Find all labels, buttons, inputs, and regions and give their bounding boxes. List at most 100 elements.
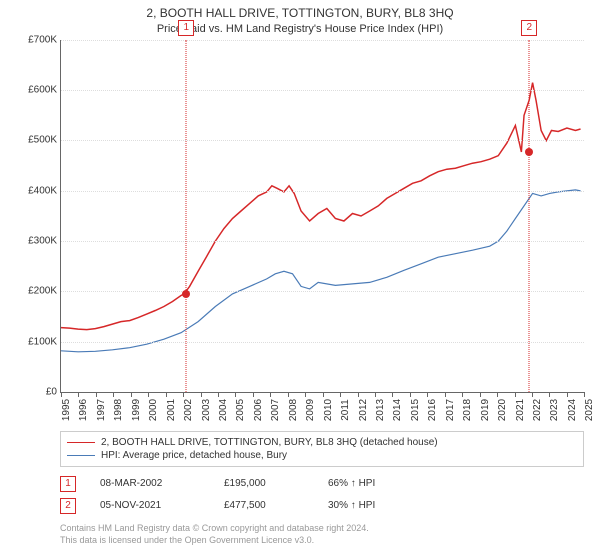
x-tick	[340, 392, 341, 397]
series-price	[61, 83, 581, 330]
legend-row-price: 2, BOOTH HALL DRIVE, TOTTINGTON, BURY, B…	[67, 436, 577, 449]
x-axis-label: 2011	[340, 399, 351, 421]
plot-area: £0£100K£200K£300K£400K£500K£600K£700K199…	[60, 40, 584, 393]
y-axis-label: £300K	[28, 236, 57, 247]
x-axis-label: 2008	[288, 399, 299, 421]
marker-box-2: 2	[521, 20, 537, 36]
legend-label: HPI: Average price, detached house, Bury	[101, 450, 287, 461]
x-axis-label: 1999	[131, 399, 142, 421]
chart-subtitle: Price paid vs. HM Land Registry's House …	[8, 22, 592, 36]
x-tick	[148, 392, 149, 397]
x-tick	[305, 392, 306, 397]
gridline	[61, 241, 584, 242]
x-axis-label: 1996	[78, 399, 89, 421]
attribution-footer: Contains HM Land Registry data © Crown c…	[60, 523, 584, 546]
gridline	[61, 90, 584, 91]
transaction-price: £477,500	[224, 500, 304, 511]
x-tick	[323, 392, 324, 397]
x-tick	[375, 392, 376, 397]
x-tick	[113, 392, 114, 397]
x-axis-label: 2012	[358, 399, 369, 421]
x-axis-label: 2004	[218, 399, 229, 421]
chart-svg	[61, 40, 584, 392]
x-tick	[61, 392, 62, 397]
x-tick	[480, 392, 481, 397]
series-hpi	[61, 190, 581, 352]
x-tick	[515, 392, 516, 397]
x-axis-label: 2000	[148, 399, 159, 421]
x-tick	[567, 392, 568, 397]
x-tick	[78, 392, 79, 397]
x-tick	[584, 392, 585, 397]
gridline	[61, 140, 584, 141]
x-tick	[462, 392, 463, 397]
x-tick	[549, 392, 550, 397]
x-tick	[201, 392, 202, 397]
legend: 2, BOOTH HALL DRIVE, TOTTINGTON, BURY, B…	[60, 431, 584, 467]
footer-line-2: This data is licensed under the Open Gov…	[60, 535, 584, 547]
x-tick	[183, 392, 184, 397]
x-tick	[131, 392, 132, 397]
x-tick	[497, 392, 498, 397]
x-tick	[427, 392, 428, 397]
x-axis-label: 2010	[323, 399, 334, 421]
legend-swatch	[67, 455, 95, 456]
transaction-date: 05-NOV-2021	[100, 500, 200, 511]
x-tick	[445, 392, 446, 397]
x-axis-label: 2001	[166, 399, 177, 421]
x-axis-label: 2003	[201, 399, 212, 421]
x-axis-label: 1998	[113, 399, 124, 421]
x-axis-label: 2020	[497, 399, 508, 421]
x-axis-label: 2014	[392, 399, 403, 421]
chart-container: 2, BOOTH HALL DRIVE, TOTTINGTON, BURY, B…	[0, 0, 600, 560]
x-axis-label: 2022	[532, 399, 543, 421]
x-axis-label: 1997	[96, 399, 107, 421]
legend-row-hpi: HPI: Average price, detached house, Bury	[67, 449, 577, 462]
footer-line-1: Contains HM Land Registry data © Crown c…	[60, 523, 584, 535]
transactions-table: 108-MAR-2002£195,00066% ↑ HPI205-NOV-202…	[60, 473, 584, 517]
x-axis-label: 2015	[410, 399, 421, 421]
x-axis-label: 2006	[253, 399, 264, 421]
transaction-row: 108-MAR-2002£195,00066% ↑ HPI	[60, 473, 584, 495]
marker-point-2	[525, 148, 533, 156]
marker-point-1	[182, 290, 190, 298]
x-tick	[166, 392, 167, 397]
gridline	[61, 40, 584, 41]
marker-line-2	[529, 40, 530, 392]
marker-line-1	[186, 40, 187, 392]
x-axis-label: 2023	[549, 399, 560, 421]
chart-title: 2, BOOTH HALL DRIVE, TOTTINGTON, BURY, B…	[8, 6, 592, 22]
x-tick	[96, 392, 97, 397]
legend-swatch	[67, 442, 95, 443]
gridline	[61, 191, 584, 192]
x-tick	[392, 392, 393, 397]
gridline	[61, 342, 584, 343]
y-axis-label: £500K	[28, 135, 57, 146]
gridline	[61, 291, 584, 292]
transaction-date: 08-MAR-2002	[100, 478, 200, 489]
x-tick	[358, 392, 359, 397]
x-axis-label: 2016	[427, 399, 438, 421]
x-tick	[288, 392, 289, 397]
marker-box-1: 1	[178, 20, 194, 36]
x-tick	[270, 392, 271, 397]
y-axis-label: £100K	[28, 336, 57, 347]
x-axis-label: 2021	[515, 399, 526, 421]
y-axis-label: £0	[46, 386, 57, 397]
x-tick	[218, 392, 219, 397]
x-axis-label: 1995	[61, 399, 72, 421]
transaction-hpi: 66% ↑ HPI	[328, 478, 375, 489]
x-axis-label: 2019	[480, 399, 491, 421]
y-axis-label: £400K	[28, 185, 57, 196]
y-axis-label: £600K	[28, 85, 57, 96]
x-tick	[253, 392, 254, 397]
x-axis-label: 2013	[375, 399, 386, 421]
x-axis-label: 2018	[462, 399, 473, 421]
transaction-row: 205-NOV-2021£477,50030% ↑ HPI	[60, 495, 584, 517]
x-axis-label: 2009	[305, 399, 316, 421]
x-axis-label: 2025	[584, 399, 595, 421]
x-tick	[410, 392, 411, 397]
x-axis-label: 2005	[235, 399, 246, 421]
x-axis-label: 2002	[183, 399, 194, 421]
x-axis-label: 2017	[445, 399, 456, 421]
